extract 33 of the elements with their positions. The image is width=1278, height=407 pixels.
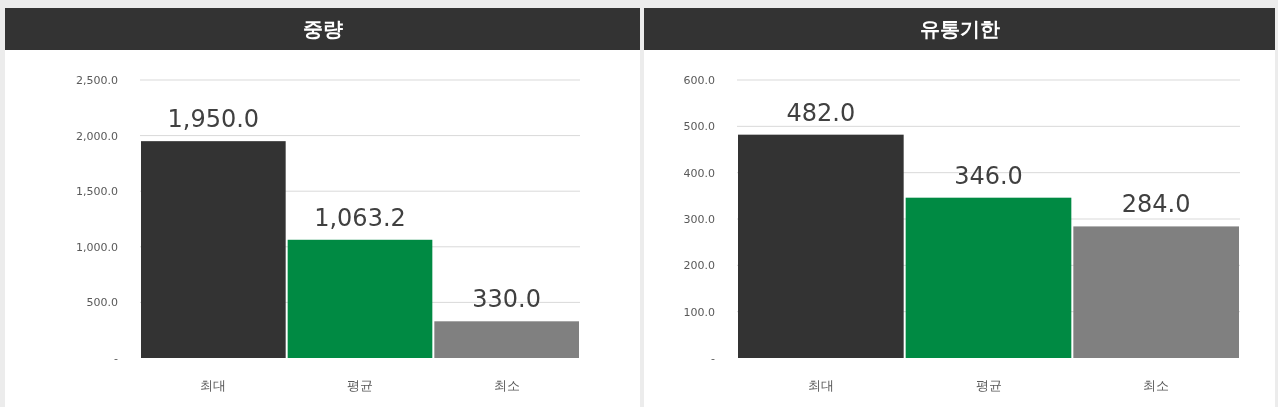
bar: [1073, 226, 1239, 358]
bar: [905, 197, 1072, 358]
x-tick-label: 평균: [975, 378, 1002, 393]
y-tick-label: 300.0: [683, 213, 715, 226]
data-label: 1,063.2: [314, 203, 406, 232]
data-label: 1,950.0: [167, 105, 260, 134]
y-tick-label: 400.0: [683, 166, 715, 180]
x-tick-label: 평균: [347, 378, 373, 393]
bar: [434, 321, 579, 358]
y-tick-label: -: [114, 352, 119, 365]
y-tick-label: -: [711, 352, 716, 365]
data-label: 482.0: [786, 98, 856, 127]
x-tick-label: 최대: [200, 378, 227, 393]
y-tick-label: 500.0: [683, 120, 715, 134]
x-tick-label: 최소: [1143, 378, 1170, 393]
bar: [287, 239, 433, 358]
chart-title: 중량: [302, 17, 343, 41]
y-tick-label: 2,000.0: [76, 129, 118, 143]
x-tick-label: 최소: [493, 378, 520, 393]
y-tick-label: 600.0: [683, 74, 715, 87]
x-tick-label: 최대: [807, 378, 834, 393]
y-tick-label: 1,000.0: [76, 240, 118, 254]
bar: [141, 141, 286, 358]
data-label: 346.0: [954, 161, 1023, 190]
chart-title: 유통기한: [919, 17, 1000, 41]
data-label: 330.0: [472, 285, 542, 314]
data-label: 284.0: [1121, 190, 1191, 219]
y-tick-label: 200.0: [683, 259, 715, 273]
y-tick-label: 100.0: [683, 305, 715, 319]
y-tick-label: 2,500.0: [76, 74, 118, 87]
y-tick-label: 1,500.0: [76, 185, 118, 199]
bar: [738, 134, 904, 358]
y-tick-label: 500.0: [86, 296, 118, 310]
